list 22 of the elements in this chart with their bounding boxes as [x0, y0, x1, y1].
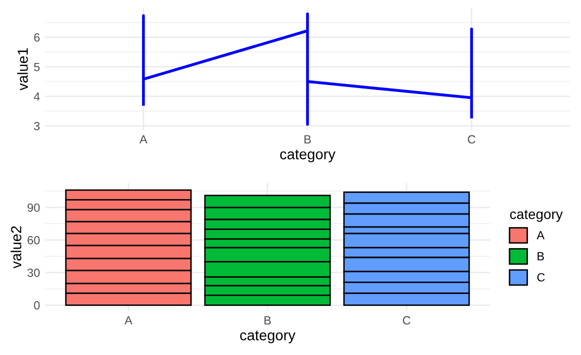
y-tick-label: 60 [28, 236, 40, 244]
y-tick-label: 5 [34, 62, 40, 72]
y-tick-label: 6 [34, 33, 40, 42]
legend-title: category [510, 210, 563, 222]
x-axis-title: category [280, 150, 336, 162]
legend-label: B [538, 252, 544, 260]
y-tick-label: 0 [34, 301, 40, 310]
x-axis-title: category [240, 330, 296, 344]
y-tick-label: 30 [27, 268, 40, 277]
x-tick-label: A [140, 135, 148, 144]
x-tick-label: B [264, 316, 271, 324]
x-tick-label: A [124, 316, 132, 324]
y-axis-title: value1 [17, 48, 28, 90]
y-axis-title: value2 [10, 226, 22, 268]
x-tick-label: C [468, 135, 476, 144]
x-tick-label: C [402, 316, 410, 325]
legend-label: A [536, 231, 545, 240]
legend-label: C [537, 273, 545, 282]
y-tick-label: 3 [34, 122, 40, 130]
y-tick-label: 90 [28, 203, 40, 212]
y-tick-label: 4 [34, 92, 40, 101]
x-tick-label: B [304, 135, 311, 144]
